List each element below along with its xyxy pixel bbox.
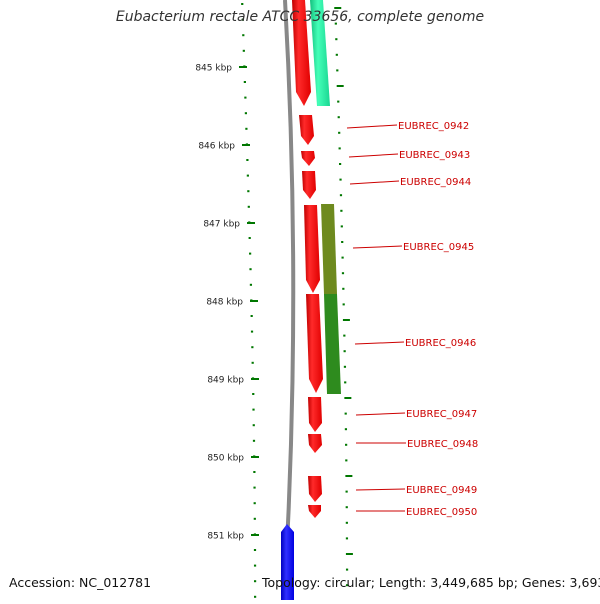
ruler: 845 kbp 846 kbp 847 kbp 848 kbp 849 kbp 850 k… [195, 3, 353, 598]
feature-olive [321, 204, 337, 294]
gene-label-leader [348, 153, 399, 158]
topology-text: Topology: circular; Length: 3,449,685 bp… [262, 575, 600, 590]
ruler-label: 851 kbp [207, 532, 244, 542]
gene-label-leader [349, 180, 400, 185]
genome-backbone [282, 0, 296, 601]
feature-teal [310, 0, 330, 106]
gene-label[interactable]: EUBREC_0949 [406, 485, 477, 496]
gene-label-leader [355, 412, 406, 416]
ruler-label: 846 kbp [198, 142, 235, 152]
gene-label-leader [346, 124, 398, 129]
gene-label-leader [355, 488, 406, 491]
gene-arrow [308, 505, 321, 518]
feature-green [324, 294, 341, 394]
gene-label[interactable]: EUBREC_0944 [400, 177, 471, 188]
gene-arrow [304, 205, 320, 293]
gene-label-leader [352, 245, 403, 249]
gene-arrow [302, 171, 316, 199]
ruler-label: 850 kbp [207, 454, 244, 464]
gene-arrow [308, 397, 322, 432]
gene-arrow [308, 476, 322, 502]
gene-label[interactable]: EUBREC_0943 [399, 150, 470, 161]
map-title: Eubacterium rectale ATCC 33656, complete… [115, 9, 485, 25]
gene-label[interactable]: EUBREC_0946 [405, 338, 476, 349]
gene-arrow [292, 0, 311, 106]
gene-arrow [306, 294, 323, 393]
feature-blue [281, 524, 294, 600]
gene-label[interactable]: EUBREC_0942 [398, 121, 469, 132]
gene-arrow [301, 151, 315, 166]
ruler-label: 845 kbp [195, 64, 232, 74]
gene-label[interactable]: EUBREC_0945 [403, 242, 474, 253]
gene-arrow [299, 115, 314, 145]
gene-arrow [308, 434, 322, 453]
gene-label[interactable]: EUBREC_0947 [406, 409, 477, 420]
accession-text: Accession: NC_012781 [9, 575, 152, 590]
ruler-label: 847 kbp [203, 220, 240, 230]
ruler-label: 848 kbp [206, 298, 243, 308]
gene-label[interactable]: EUBREC_0950 [406, 507, 477, 518]
gene-labels: EUBREC_0942 EUBREC_0943 EUBREC_0944 EUBREC_… [346, 121, 478, 518]
gene-label[interactable]: EUBREC_0948 [407, 439, 478, 450]
gene-label-leader [354, 341, 405, 345]
ruler-label: 849 kbp [207, 376, 244, 386]
